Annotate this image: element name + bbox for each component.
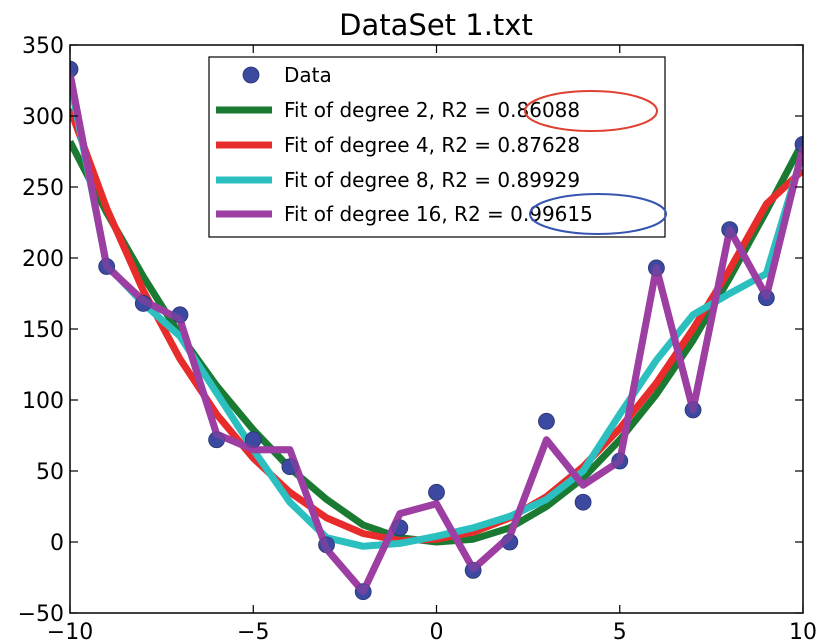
x-tick-label: 10: [789, 620, 817, 643]
legend-label: Data: [284, 63, 332, 87]
data-point: [574, 493, 592, 511]
y-tick-label: 100: [22, 389, 64, 414]
y-tick-label: 250: [22, 176, 64, 201]
legend: Data Fit of degree 2, R2 = 0.86088 Fit of …: [208, 56, 666, 238]
y-tick-label: 150: [22, 318, 64, 343]
legend-label: Fit of degree 16, R2 = 0.99615: [284, 202, 593, 226]
y-tick-label: 200: [22, 247, 64, 272]
y-tick-label: 300: [22, 105, 64, 130]
y-tick-label: 50: [36, 460, 64, 485]
x-tick-label: −10: [47, 620, 93, 643]
legend-marker: [242, 66, 260, 84]
series-line-overlay: [70, 72, 803, 596]
series-layer: [70, 60, 803, 601]
y-tick-label: 0: [50, 531, 64, 556]
x-tick-label: −5: [237, 620, 269, 643]
legend-label: Fit of degree 4, R2 = 0.87628: [284, 133, 580, 157]
legend-label: Fit of degree 2, R2 = 0.86088: [284, 98, 580, 122]
legend-box: [208, 56, 666, 238]
x-tick-label: 0: [430, 620, 444, 643]
y-tick-label: −50: [18, 602, 64, 627]
highlight-ellipse-red: [524, 90, 658, 132]
data-point: [428, 483, 445, 501]
legend-label: Fit of degree 8, R2 = 0.89929: [284, 168, 580, 192]
chart-title: DataSet 1.txt: [339, 8, 533, 42]
data-point: [538, 412, 555, 430]
highlight-ellipse-blue: [529, 193, 667, 235]
x-tick-label: 5: [613, 620, 627, 643]
annotations: [524, 90, 667, 235]
y-tick-label: 350: [22, 34, 64, 59]
